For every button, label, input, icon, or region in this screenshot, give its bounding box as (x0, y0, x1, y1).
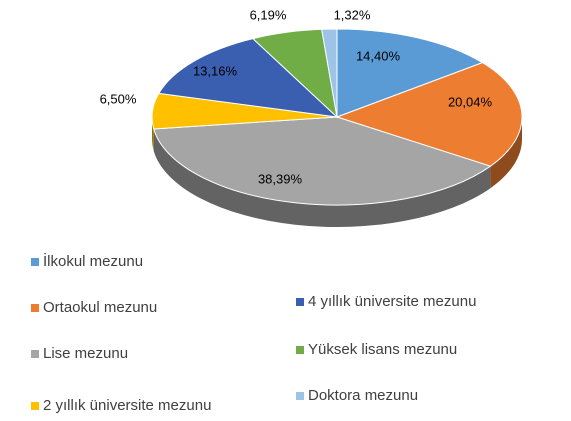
data-label: 6,19% (250, 7, 287, 22)
legend-label: Ortaokul mezunu (43, 299, 157, 316)
slice (153, 116, 492, 206)
legend-swatch (296, 346, 304, 354)
legend-label: 4 yıllık üniversite mezunu (308, 293, 476, 310)
data-label: 38,39% (258, 171, 303, 186)
legend-label: Yüksek lisans mezunu (308, 341, 457, 358)
legend-label: Lise mezunu (43, 345, 128, 362)
slice (335, 62, 523, 167)
legend-label: 2 yıllık üniversite mezunu (43, 397, 211, 414)
data-label: 20,04% (448, 94, 493, 109)
slice (321, 28, 338, 118)
legend-swatch (296, 298, 304, 306)
slice-side (153, 128, 491, 228)
legend-label: İlkokul mezunu (43, 252, 143, 270)
legend-label: Doktora mezunu (308, 387, 418, 404)
legend-swatch (296, 392, 304, 400)
legend-swatch (31, 350, 39, 358)
legend-swatch (31, 402, 39, 410)
legend-swatch (31, 304, 39, 312)
data-label: 6,50% (100, 91, 137, 106)
legend-swatch (31, 258, 39, 266)
slice (157, 38, 339, 118)
data-label: 13,16% (193, 63, 238, 78)
slice (336, 28, 484, 118)
data-label: 14,40% (356, 48, 401, 63)
data-label: 1,32% (334, 7, 371, 22)
